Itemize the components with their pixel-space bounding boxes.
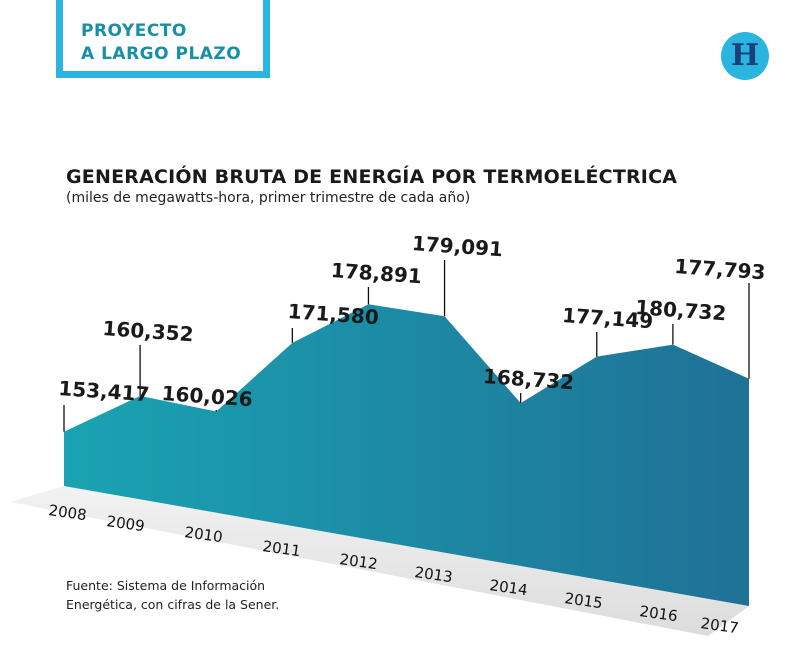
- year-label-2008: 2008: [47, 501, 87, 524]
- value-label-2008: 153,417: [58, 376, 151, 406]
- source-line-2: Energética, con cifras de la Sener.: [66, 597, 280, 612]
- badge-line-2: A LARGO PLAZO: [81, 44, 242, 64]
- year-label-2010: 2010: [183, 523, 223, 546]
- logo-letter: H: [730, 38, 760, 73]
- heraldo-h-logo-icon: H: [721, 32, 769, 80]
- chart-title: GENERACIÓN BRUTA DE ENERGÍA POR TERMOELÉ…: [66, 166, 678, 188]
- value-label-2011: 171,580: [287, 299, 380, 329]
- source-line-1: Fuente: Sistema de Información: [66, 578, 266, 593]
- value-label-2017: 177,793: [674, 254, 767, 284]
- section-badge: PROYECTO A LARGO PLAZO: [56, 0, 270, 78]
- value-label-2013: 179,091: [411, 231, 504, 261]
- value-label-2009: 160,352: [102, 316, 195, 346]
- year-label-2017: 2017: [699, 614, 739, 637]
- year-label-2014: 2014: [488, 576, 528, 599]
- source-note: Fuente: Sistema de Información Energétic…: [66, 576, 326, 614]
- value-label-2012: 178,891: [330, 258, 423, 288]
- chart-subtitle: (miles de megawatts-hora, primer trimest…: [66, 190, 471, 206]
- section-badge-text: PROYECTO A LARGO PLAZO: [81, 20, 241, 66]
- series-area: [64, 304, 749, 606]
- year-label-2013: 2013: [413, 563, 453, 586]
- chart-floor: [10, 486, 749, 636]
- year-label-2015: 2015: [563, 589, 603, 612]
- year-label-2009: 2009: [105, 512, 145, 535]
- year-label-2016: 2016: [638, 602, 678, 625]
- year-label-2011: 2011: [261, 537, 301, 560]
- badge-line-1: PROYECTO: [81, 21, 187, 41]
- year-label-2012: 2012: [338, 550, 378, 573]
